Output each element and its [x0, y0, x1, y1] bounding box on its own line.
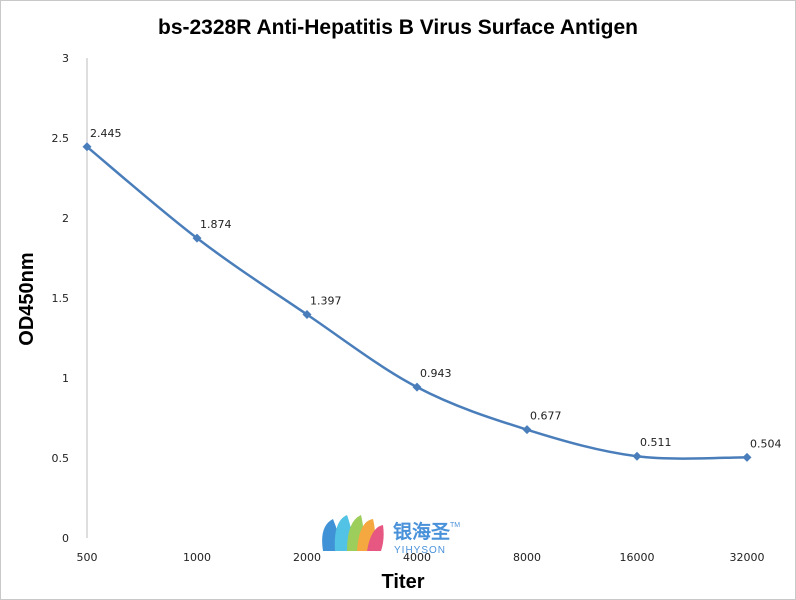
x-axis-label: Titer	[382, 571, 425, 593]
chart-title: bs-2328R Anti-Hepatitis B Virus Surface …	[158, 16, 638, 39]
watermark-en-text: YIHYSON	[394, 545, 446, 556]
y-tick-label: 2	[62, 212, 69, 225]
data-point-marker	[522, 425, 532, 435]
data-point-marker	[302, 309, 312, 319]
data-point-marker	[632, 451, 642, 461]
y-tick-label: 3	[62, 52, 69, 65]
series-line	[86, 145, 748, 460]
x-tick-label: 1000	[183, 551, 211, 564]
data-point-marker	[742, 452, 752, 462]
brand-logo-icon	[322, 515, 384, 551]
x-tick-label: 16000	[620, 551, 655, 564]
y-axis-ticks: 0 0.5 1 1.5 2 2.5 3	[52, 52, 70, 545]
y-tick-label: 0.5	[52, 452, 70, 465]
data-point-marker	[82, 142, 92, 152]
y-tick-label: 1	[62, 372, 69, 385]
data-point-marker	[192, 233, 202, 243]
y-tick-label: 2.5	[52, 132, 70, 145]
x-tick-label: 32000	[730, 551, 765, 564]
x-axis-ticks: 500 1000 2000 4000 8000 16000 32000	[77, 551, 765, 564]
x-tick-label: 8000	[513, 551, 541, 564]
data-label: 0.511	[640, 436, 672, 449]
data-label: 1.874	[200, 218, 232, 231]
data-label: 0.504	[750, 437, 782, 450]
data-label: 2.445	[90, 127, 122, 140]
y-tick-label: 1.5	[52, 292, 70, 305]
y-axis-label: OD450nm	[16, 252, 38, 345]
data-label: 1.397	[310, 294, 342, 307]
brand-watermark: 银海圣 TM YIHYSON	[322, 515, 460, 556]
watermark-tm-text: TM	[450, 522, 460, 529]
data-label: 0.677	[530, 410, 562, 423]
x-tick-label: 500	[77, 551, 98, 564]
y-tick-label: 0	[62, 532, 69, 545]
data-point-marker	[412, 382, 422, 392]
x-tick-label: 2000	[293, 551, 321, 564]
series-group: 2.445 1.874 1.397 0.943 0.677 0.511 0.504	[82, 127, 782, 462]
x-tick-label: 4000	[403, 551, 431, 564]
data-label: 0.943	[420, 367, 452, 380]
watermark-cn-text: 银海圣	[393, 520, 451, 543]
